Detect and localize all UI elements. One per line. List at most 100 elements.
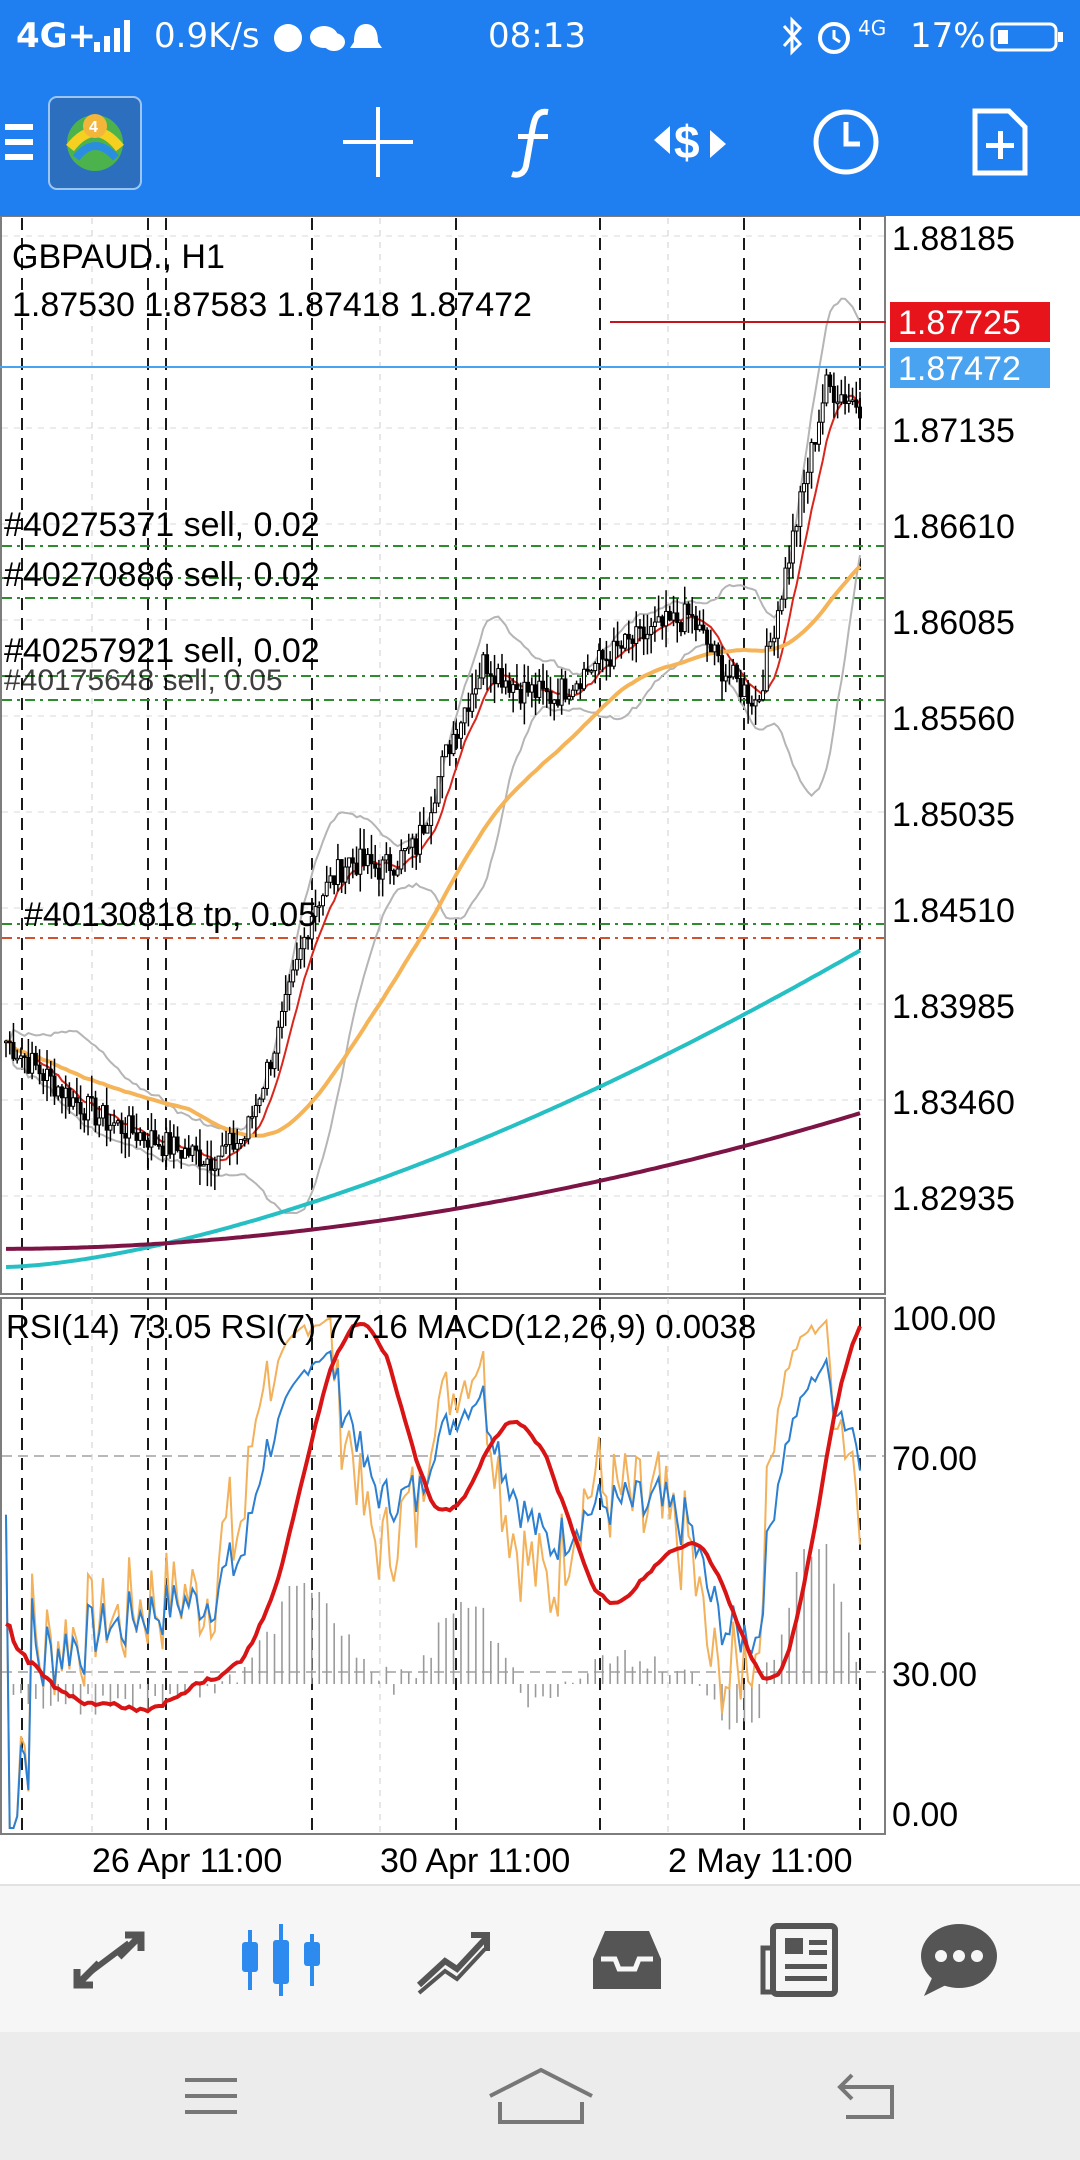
candle-body bbox=[156, 1144, 161, 1147]
candle-body bbox=[41, 1073, 46, 1082]
candle-body bbox=[637, 626, 642, 629]
indicators-icon[interactable] bbox=[484, 92, 584, 192]
symbol-separator: , bbox=[163, 238, 172, 276]
candle-body bbox=[354, 862, 359, 875]
candle-body bbox=[309, 915, 314, 940]
candle-body bbox=[127, 1115, 132, 1139]
candle-body bbox=[276, 1026, 281, 1054]
candle-body bbox=[485, 654, 490, 675]
history-icon[interactable] bbox=[572, 1910, 682, 2010]
order-label: #40175648 sell, 0.05 bbox=[4, 664, 283, 697]
candle-body bbox=[365, 854, 370, 867]
chart-area[interactable]: 1.87725 1.87472 GBPAUD., H1 1.87530 1.87… bbox=[0, 215, 1080, 1884]
candle-body bbox=[604, 658, 609, 662]
price-tick: 1.83460 bbox=[892, 1084, 1015, 1122]
candle-body bbox=[294, 958, 299, 971]
clock: 08:13 bbox=[488, 16, 586, 56]
candle-body bbox=[194, 1145, 199, 1151]
crosshair-icon[interactable] bbox=[328, 92, 428, 192]
price-tick: 1.87135 bbox=[892, 412, 1015, 450]
candle-body bbox=[835, 401, 840, 405]
candle-body bbox=[30, 1052, 35, 1074]
candle-body bbox=[67, 1087, 72, 1107]
candle-body bbox=[56, 1086, 61, 1097]
candle-body bbox=[805, 471, 810, 485]
candle-body bbox=[123, 1132, 128, 1139]
candle-body bbox=[89, 1096, 94, 1099]
home-icon[interactable] bbox=[486, 2056, 596, 2136]
new-order-icon[interactable] bbox=[950, 92, 1050, 192]
trade-icon[interactable] bbox=[398, 1910, 508, 2010]
candle-body bbox=[831, 385, 836, 403]
network-type-2: 4G bbox=[858, 16, 887, 40]
sub-level: 100.00 bbox=[892, 1300, 996, 1338]
signal-icon bbox=[92, 18, 140, 63]
candle-body bbox=[746, 684, 751, 704]
candle-body bbox=[701, 624, 706, 631]
candle-body bbox=[395, 868, 400, 876]
candle-body bbox=[585, 668, 590, 672]
candle-body bbox=[570, 689, 575, 698]
candle-body bbox=[369, 854, 374, 865]
quotes-icon[interactable] bbox=[54, 1910, 164, 2010]
candle-body bbox=[567, 696, 572, 700]
candle-body bbox=[283, 993, 288, 1013]
candle-body bbox=[511, 684, 516, 693]
candle-body bbox=[507, 680, 512, 693]
candle-body bbox=[298, 948, 303, 960]
candle-body bbox=[761, 690, 766, 701]
candle-body bbox=[272, 1052, 277, 1070]
candle-body bbox=[675, 612, 680, 624]
bollinger-upper bbox=[5, 297, 861, 1133]
candle-body bbox=[160, 1145, 165, 1157]
candle-body bbox=[335, 859, 340, 886]
timeframe-icon[interactable] bbox=[796, 92, 896, 192]
ask-label: 1.87725 bbox=[898, 304, 1021, 342]
candle-body bbox=[59, 1086, 64, 1099]
back-icon[interactable] bbox=[812, 2056, 922, 2136]
candle-body bbox=[794, 525, 799, 532]
candle-body bbox=[406, 846, 411, 850]
news-icon[interactable] bbox=[744, 1910, 854, 2010]
price-tick: 1.82935 bbox=[892, 1180, 1015, 1218]
candle-body bbox=[15, 1057, 20, 1061]
price-tick: 1.84510 bbox=[892, 892, 1015, 930]
candle-body bbox=[787, 562, 792, 569]
chart-icon[interactable] bbox=[226, 1910, 336, 2010]
candle-body bbox=[97, 1117, 102, 1126]
price-tick: 1.86085 bbox=[892, 604, 1015, 642]
candle-body bbox=[429, 812, 434, 826]
candle-body bbox=[611, 640, 616, 667]
menu-icon[interactable] bbox=[156, 2056, 266, 2136]
candle-body bbox=[615, 640, 620, 647]
trade-icon[interactable]: $ bbox=[640, 92, 740, 192]
order-label: #40130818 tp, 0.05 bbox=[24, 896, 317, 934]
candle-body bbox=[477, 677, 482, 690]
candle-body bbox=[22, 1055, 27, 1058]
candle-body bbox=[839, 394, 844, 403]
candle-body bbox=[858, 406, 862, 419]
candle-body bbox=[384, 854, 389, 861]
candle-body bbox=[473, 688, 478, 695]
candle-body bbox=[291, 969, 296, 983]
candle-body bbox=[753, 699, 758, 707]
app-logo[interactable]: 4 bbox=[48, 96, 142, 190]
candle-body bbox=[425, 824, 430, 834]
status-bar: 4G+ 0.9K/s 08:13 4G 17% bbox=[0, 0, 1080, 72]
candle-body bbox=[802, 483, 807, 493]
candle-body bbox=[593, 663, 598, 672]
chat-icon[interactable] bbox=[904, 1910, 1014, 2010]
candle-body bbox=[149, 1130, 154, 1148]
candle-body bbox=[529, 684, 534, 693]
candle-body bbox=[626, 633, 631, 640]
menu-icon[interactable] bbox=[0, 92, 40, 192]
candle-body bbox=[261, 1087, 266, 1100]
candle-body bbox=[63, 1087, 68, 1099]
candle-body bbox=[522, 681, 527, 704]
notification-icons bbox=[270, 20, 394, 65]
price-chart[interactable]: 1.87725 1.87472 GBPAUD., H1 1.87530 1.87… bbox=[0, 215, 1080, 1884]
candle-body bbox=[168, 1132, 173, 1155]
candle-body bbox=[734, 664, 739, 679]
candle-body bbox=[600, 650, 605, 660]
candle-body bbox=[48, 1068, 53, 1077]
